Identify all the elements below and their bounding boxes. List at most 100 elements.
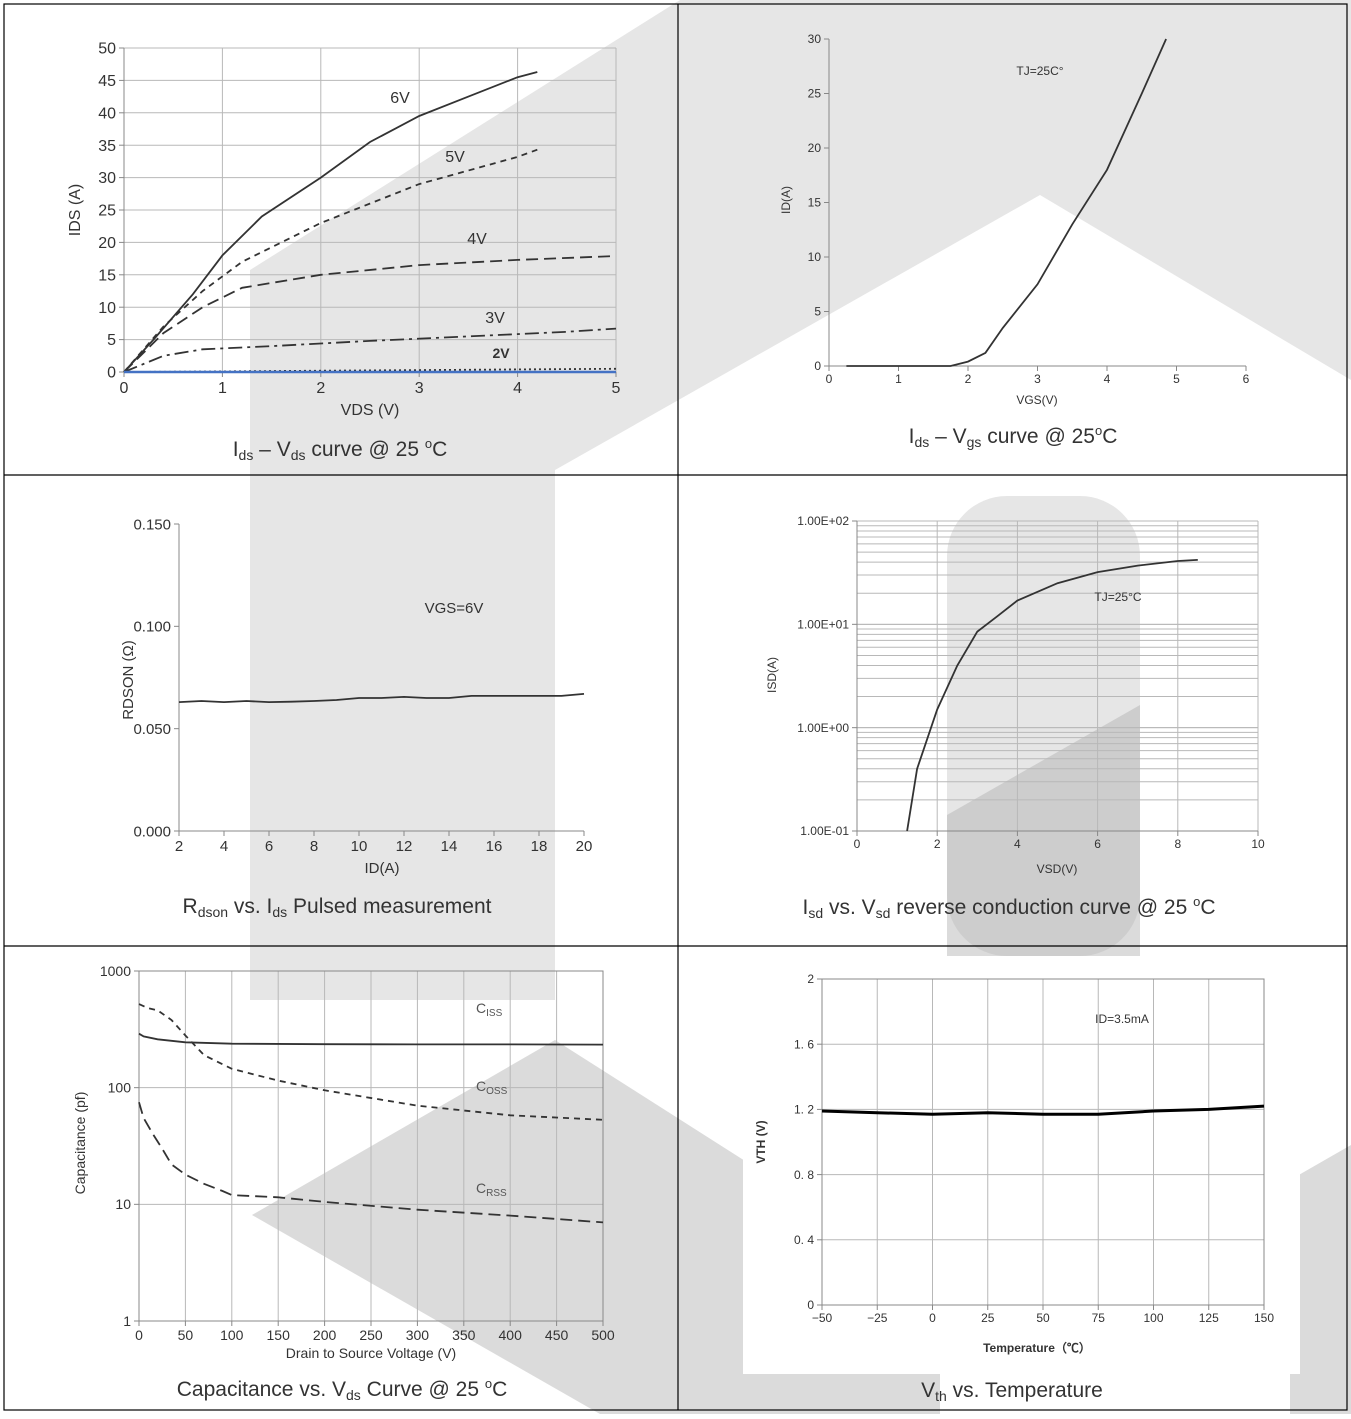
x-tick-label: 0 <box>929 1311 936 1325</box>
x-tick-label: 5 <box>1173 372 1180 386</box>
x-tick-label: 4 <box>1014 837 1021 851</box>
x-tick-label: 150 <box>1254 1311 1274 1325</box>
x-tick-label: 75 <box>1092 1311 1106 1325</box>
y-tick-label: 15 <box>808 196 822 210</box>
y-tick-label: 100 <box>108 1080 132 1096</box>
x-axis-label: VGS(V) <box>1016 393 1057 407</box>
y-axis-label: ID(A) <box>779 186 793 214</box>
y-tick-label: 0.050 <box>133 721 171 738</box>
series-label: 4V <box>467 231 487 248</box>
x-tick-label: 10 <box>1251 837 1265 851</box>
x-tick-label: 10 <box>351 838 368 855</box>
y-tick-label: 1. 6 <box>794 1037 814 1051</box>
x-tick-label: 1 <box>895 372 902 386</box>
x-tick-label: 0 <box>120 380 129 397</box>
y-tick-label: 10 <box>98 300 116 317</box>
x-tick-label: 2 <box>934 837 941 851</box>
x-tick-label: 0 <box>826 372 833 386</box>
x-tick-label: 14 <box>441 838 458 855</box>
x-axis-label: Drain to Source Voltage (V) <box>286 1345 456 1361</box>
watermark-band <box>250 0 1351 1000</box>
x-tick-label: 450 <box>545 1327 569 1343</box>
y-tick-label: 30 <box>808 32 822 46</box>
x-tick-label: 12 <box>396 838 413 855</box>
chart-caption: Vth vs. Temperature <box>921 1379 1103 1404</box>
y-tick-label: 50 <box>98 41 116 58</box>
x-axis-label: Temperature（℃） <box>983 1340 1091 1355</box>
x-axis-label: VSD(V) <box>1037 862 1078 876</box>
x-tick-label: 100 <box>1143 1311 1163 1325</box>
chart-annotation: VGS=6V <box>425 600 484 617</box>
y-tick-label: 0.150 <box>133 516 171 533</box>
x-tick-label: 4 <box>220 838 228 855</box>
y-tick-label: 0.100 <box>133 619 171 636</box>
x-tick-label: 50 <box>1036 1311 1050 1325</box>
x-tick-label: 8 <box>1174 837 1181 851</box>
y-tick-label: 1 <box>123 1313 131 1329</box>
x-tick-label: 100 <box>220 1327 244 1343</box>
x-tick-label: 25 <box>981 1311 995 1325</box>
chart-caption: Capacitance vs. Vds Curve @ 25 oC <box>177 1376 508 1403</box>
x-tick-label: 200 <box>313 1327 337 1343</box>
y-tick-label: 30 <box>98 170 116 187</box>
x-tick-label: 2 <box>965 372 972 386</box>
y-tick-label: 0. 4 <box>794 1233 814 1247</box>
x-tick-label: 1 <box>218 380 227 397</box>
x-tick-label: 150 <box>267 1327 291 1343</box>
series-label: 2V <box>492 345 510 361</box>
x-tick-label: 20 <box>576 838 593 855</box>
x-tick-label: 500 <box>591 1327 615 1343</box>
chart-caption: Ids – Vds curve @ 25 oC <box>233 436 448 463</box>
y-tick-label: 1.00E-01 <box>800 824 849 838</box>
chart-caption: Rdson vs. Ids Pulsed measurement <box>183 895 492 920</box>
y-tick-label: 10 <box>808 250 822 264</box>
panel-vth-temp: −50 −25 0 25 50 75 100 125 150 0 0. 4 0. 8 1. 2 1. 6 2… <box>743 960 1300 1404</box>
x-tick-label: 300 <box>406 1327 430 1343</box>
x-tick-label: 50 <box>178 1327 194 1343</box>
y-tick-label: 1000 <box>100 963 131 979</box>
y-axis-label: ISD(A) <box>765 657 779 693</box>
x-tick-label: 400 <box>499 1327 523 1343</box>
x-tick-label: 6 <box>265 838 273 855</box>
x-tick-label: 0 <box>854 837 861 851</box>
chart-annotation: TJ=25C° <box>1016 64 1063 78</box>
y-tick-label: 10 <box>115 1196 131 1212</box>
x-tick-label: 2 <box>175 838 183 855</box>
y-tick-label: 0. 8 <box>794 1168 814 1182</box>
y-tick-label: 35 <box>98 138 116 155</box>
x-axis-label: ID(A) <box>365 860 400 877</box>
x-tick-label: 350 <box>452 1327 476 1343</box>
x-tick-label: 125 <box>1199 1311 1219 1325</box>
y-axis-label: Capacitance (pf) <box>72 1092 88 1195</box>
x-tick-label: 6 <box>1094 837 1101 851</box>
y-tick-label: 25 <box>808 87 822 101</box>
x-tick-label: −25 <box>867 1311 888 1325</box>
y-tick-label: 0 <box>107 365 116 382</box>
chart-annotation: TJ=25°C <box>1094 590 1141 604</box>
y-axis-label: VTH (V) <box>754 1120 768 1163</box>
y-axis-label: RDSON (Ω) <box>120 640 137 720</box>
y-tick-label: 40 <box>98 105 116 122</box>
x-tick-label: 250 <box>359 1327 383 1343</box>
series-label: 3V <box>485 310 505 327</box>
chart-caption: Ids – Vgs curve @ 25oC <box>909 423 1118 450</box>
x-tick-label: 5 <box>612 380 621 397</box>
y-tick-label: 2 <box>807 972 814 986</box>
y-tick-label: 1.00E+02 <box>797 514 849 528</box>
x-axis-label: VDS (V) <box>341 402 400 419</box>
series-label: 6V <box>390 90 410 107</box>
y-tick-label: 15 <box>98 267 116 284</box>
x-tick-label: 4 <box>1104 372 1111 386</box>
series-label: 5V <box>445 149 465 166</box>
y-tick-label: 1.00E+00 <box>797 721 849 735</box>
x-tick-label: 2 <box>316 380 325 397</box>
y-tick-label: 25 <box>98 203 116 220</box>
y-tick-label: 1. 2 <box>794 1103 814 1117</box>
chart-annotation: ID=3.5mA <box>1095 1012 1149 1026</box>
x-tick-label: 18 <box>531 838 548 855</box>
x-tick-label: 4 <box>513 380 522 397</box>
y-tick-label: 5 <box>814 305 821 319</box>
y-tick-label: 20 <box>98 235 116 252</box>
